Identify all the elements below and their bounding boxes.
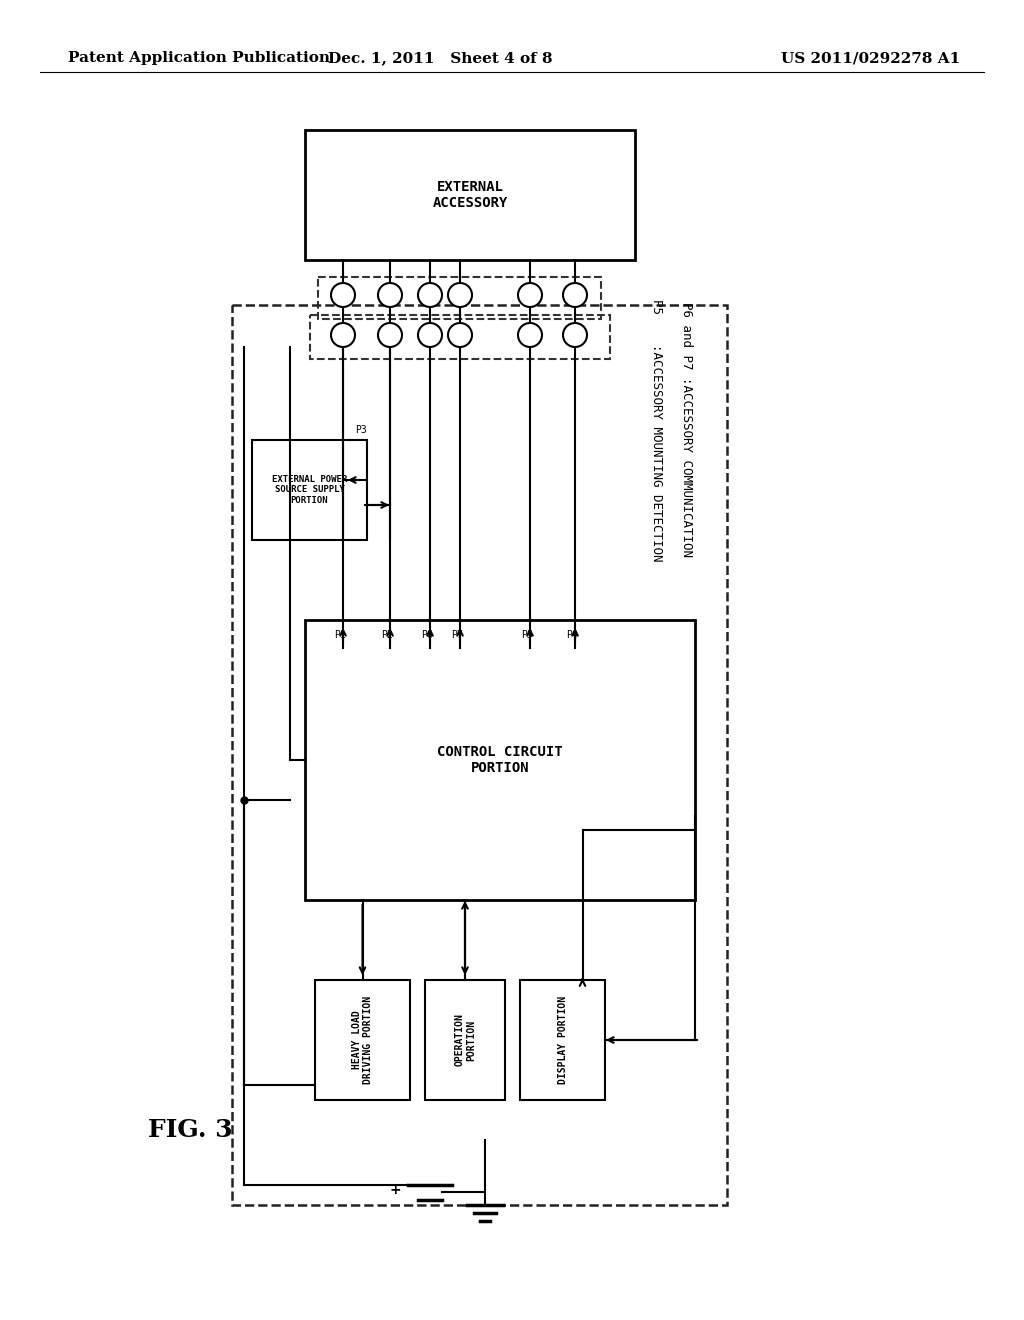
Circle shape — [449, 323, 472, 347]
Text: EXTERNAL POWER
SOURCE SUPPLY
PORTION: EXTERNAL POWER SOURCE SUPPLY PORTION — [272, 475, 347, 504]
Circle shape — [449, 282, 472, 308]
Text: P6: P6 — [421, 630, 433, 640]
Text: P7: P7 — [452, 630, 463, 640]
Text: HEAVY LOAD
DRIVING PORTION: HEAVY LOAD DRIVING PORTION — [351, 995, 374, 1084]
Bar — [252, 440, 367, 540]
Bar — [305, 620, 695, 900]
Circle shape — [331, 282, 355, 308]
Text: EXTERNAL
ACCESSORY: EXTERNAL ACCESSORY — [432, 180, 508, 210]
Circle shape — [378, 323, 402, 347]
Text: Dec. 1, 2011   Sheet 4 of 8: Dec. 1, 2011 Sheet 4 of 8 — [328, 51, 552, 65]
Circle shape — [563, 282, 587, 308]
Text: P5: P5 — [521, 630, 532, 640]
Text: CONTROL CIRCUIT
PORTION: CONTROL CIRCUIT PORTION — [437, 744, 563, 775]
Bar — [315, 979, 410, 1100]
Text: P6 and P7 :ACCESSORY COMMUNICATION: P6 and P7 :ACCESSORY COMMUNICATION — [680, 302, 693, 557]
Text: US 2011/0292278 A1: US 2011/0292278 A1 — [780, 51, 961, 65]
Circle shape — [418, 323, 442, 347]
Text: P2: P2 — [381, 630, 393, 640]
Circle shape — [418, 282, 442, 308]
Text: DISPLAY PORTION: DISPLAY PORTION — [557, 995, 567, 1084]
Text: Patent Application Publication: Patent Application Publication — [68, 51, 330, 65]
Bar — [232, 305, 727, 1205]
Circle shape — [518, 282, 542, 308]
Bar — [305, 129, 635, 260]
Text: P4: P4 — [566, 630, 578, 640]
Circle shape — [518, 323, 542, 347]
Text: +: + — [389, 1183, 400, 1197]
Text: P3: P3 — [355, 425, 367, 436]
Circle shape — [378, 282, 402, 308]
Circle shape — [331, 323, 355, 347]
Text: FIG. 3: FIG. 3 — [148, 1118, 232, 1142]
Bar — [310, 315, 610, 359]
Bar — [318, 277, 601, 319]
Text: P1: P1 — [334, 630, 346, 640]
Text: P5    :ACCESSORY MOUNTING DETECTION: P5 :ACCESSORY MOUNTING DETECTION — [650, 298, 663, 561]
Bar — [520, 979, 605, 1100]
Circle shape — [563, 323, 587, 347]
Text: OPERATION
PORTION: OPERATION PORTION — [455, 1014, 476, 1067]
Bar — [425, 979, 505, 1100]
